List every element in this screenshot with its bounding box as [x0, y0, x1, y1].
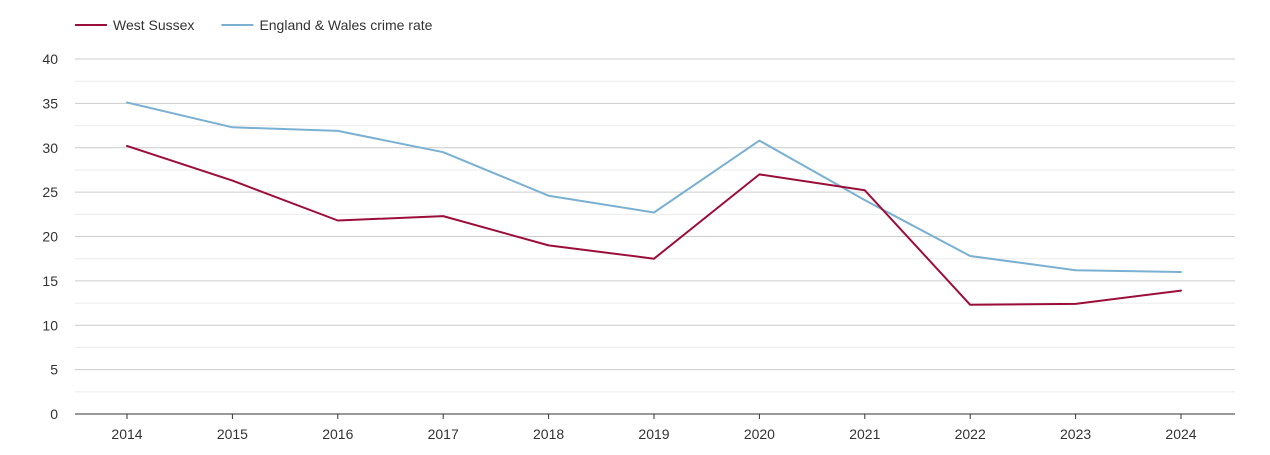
axis-layer: 0 5 10 15 20 25 30 35 40 2014 2015 2016 2017 2018 2019…	[42, 51, 1235, 442]
x-tick-label: 2024	[1165, 426, 1196, 442]
x-tick-label: 2023	[1060, 426, 1091, 442]
x-tick-label: 2014	[111, 426, 142, 442]
y-tick-label: 30	[42, 140, 58, 156]
x-tick-label: 2019	[638, 426, 669, 442]
legend: West Sussex England & Wales crime rate	[75, 17, 433, 33]
x-tick-label: 2015	[217, 426, 248, 442]
legend-label-1: England & Wales crime rate	[259, 17, 432, 33]
y-tick-label: 0	[50, 406, 58, 422]
y-tick-label: 5	[50, 362, 58, 378]
x-tick-label: 2021	[849, 426, 880, 442]
y-tick-label: 35	[42, 95, 58, 111]
x-tick-label: 2016	[322, 426, 353, 442]
series-line-1	[126, 101, 1182, 273]
series-line-0	[126, 145, 1182, 306]
y-tick-label: 10	[42, 317, 58, 333]
y-tick-label: 20	[42, 229, 58, 245]
series-layer	[126, 101, 1182, 306]
x-tick-label: 2017	[428, 426, 459, 442]
grid-layer	[75, 58, 1235, 393]
legend-label-0: West Sussex	[113, 17, 194, 33]
x-tick-label: 2022	[955, 426, 986, 442]
y-tick-label: 15	[42, 273, 58, 289]
y-tick-label: 40	[42, 51, 58, 67]
x-tick-label: 2020	[744, 426, 775, 442]
x-tick-label: 2018	[533, 426, 564, 442]
y-tick-label: 25	[42, 184, 58, 200]
